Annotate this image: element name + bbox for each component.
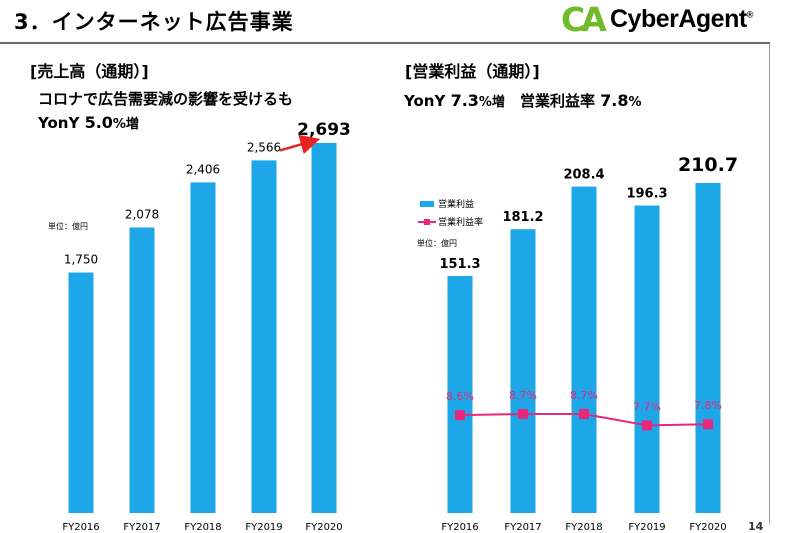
revenue-value-label: 2,693 bbox=[297, 120, 351, 140]
legend-line-label: 営業利益率 bbox=[438, 216, 483, 228]
revenue-bar-FY2017 bbox=[129, 227, 155, 513]
profit-x-tick: FY2019 bbox=[628, 522, 665, 533]
profit-bar-FY2019 bbox=[634, 205, 660, 513]
margin-marker-FY2020 bbox=[703, 419, 713, 430]
margin-marker-FY2018 bbox=[579, 409, 589, 419]
profit-bar-FY2017 bbox=[510, 229, 536, 513]
legend-bar-label: 営業利益 bbox=[438, 198, 474, 210]
svg-text:CA: CA bbox=[561, 2, 607, 36]
revenue-value-label: 2,406 bbox=[186, 162, 220, 176]
profit-bar-FY2020 bbox=[695, 183, 721, 513]
legend-bar-swatch bbox=[420, 201, 434, 207]
revenue-chart: 単位：億円 1,750 FY2016 2,078 FY2017 2,406 FY2018 2,… bbox=[48, 120, 351, 533]
margin-value-label: 8.7% bbox=[509, 389, 537, 402]
revenue-x-tick: FY2018 bbox=[184, 522, 221, 533]
revenue-value-label: 2,566 bbox=[247, 140, 281, 154]
growth-arrow-icon bbox=[279, 134, 321, 155]
revenue-bar-FY2016 bbox=[68, 272, 94, 513]
slide-header: 3．インターネット広告事業 CA CyberAgent® bbox=[0, 0, 800, 44]
profit-x-tick: FY2017 bbox=[504, 522, 541, 533]
right-yony: YonY 7.3%増 営業利益率 7.8% bbox=[404, 91, 642, 110]
revenue-x-tick: FY2019 bbox=[245, 522, 282, 533]
profit-x-tick: FY2018 bbox=[565, 522, 602, 533]
revenue-x-tick: FY2016 bbox=[62, 522, 99, 533]
profit-x-tick: FY2020 bbox=[689, 522, 726, 533]
left-subtitle: コロナで広告需要減の影響を受けるも bbox=[38, 90, 294, 108]
revenue-bar-FY2018 bbox=[190, 182, 216, 514]
legend-line-marker bbox=[424, 219, 430, 225]
revenue-bar-FY2019 bbox=[251, 160, 277, 513]
right-edge-divider bbox=[769, 44, 770, 524]
profit-value-label: 210.7 bbox=[678, 154, 738, 176]
page-number: 14 bbox=[748, 520, 764, 533]
margin-value-label: 7.8% bbox=[694, 399, 722, 412]
unit-label: 単位：億円 bbox=[417, 238, 457, 248]
slide-title: 3．インターネット広告事業 bbox=[14, 10, 294, 34]
profit-value-label: 181.2 bbox=[502, 210, 543, 225]
profit-value-label: 151.3 bbox=[439, 257, 480, 272]
header-divider bbox=[0, 42, 770, 44]
revenue-value-label: 2,078 bbox=[125, 207, 159, 221]
margin-value-label: 7.7% bbox=[633, 400, 661, 413]
revenue-value-label: 1,750 bbox=[64, 253, 98, 267]
margin-marker-FY2017 bbox=[518, 409, 528, 419]
unit-label: 単位：億円 bbox=[48, 221, 88, 231]
revenue-bar-FY2020 bbox=[311, 142, 337, 513]
margin-marker-FY2019 bbox=[642, 420, 652, 431]
profit-bar-FY2018 bbox=[571, 186, 597, 513]
profit-value-label: 196.3 bbox=[626, 187, 667, 202]
cyberagent-logo-mark-icon: CA bbox=[561, 2, 608, 36]
cyberagent-logo: CA CyberAgent® bbox=[560, 2, 753, 36]
right-section-label: [営業利益（通期）] bbox=[405, 62, 540, 81]
profit-bar-FY2016 bbox=[447, 276, 473, 513]
profit-x-tick: FY2016 bbox=[441, 522, 478, 533]
left-section-label: [売上高（通期）] bbox=[30, 62, 149, 81]
margin-marker-FY2016 bbox=[455, 410, 465, 421]
revenue-x-tick: FY2017 bbox=[123, 522, 160, 533]
margin-value-label: 8.7% bbox=[570, 389, 598, 402]
left-yony: YonY 5.0%増 bbox=[38, 113, 139, 132]
revenue-x-tick: FY2020 bbox=[305, 522, 342, 533]
profit-value-label: 208.4 bbox=[563, 168, 604, 183]
margin-value-label: 8.6% bbox=[446, 390, 474, 403]
cyberagent-logo-text: CyberAgent® bbox=[610, 4, 753, 33]
